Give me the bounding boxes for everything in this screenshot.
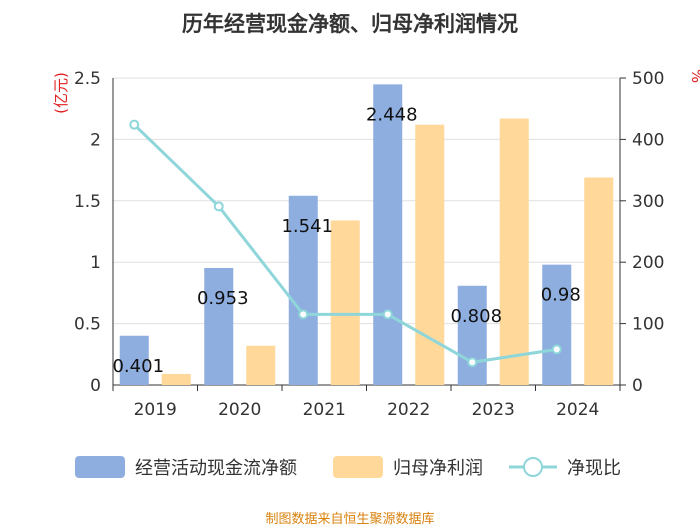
cash-flow-data-label: 0.953 (197, 288, 249, 309)
ratio-point (213, 201, 224, 212)
y-right-tick-label: 300 (632, 192, 664, 212)
bar-net-profit (415, 124, 445, 385)
legend-swatch-net-profit (333, 456, 383, 478)
bar-net-profit (330, 220, 360, 385)
bar-net-profit (246, 345, 276, 385)
bar-net-profit (499, 118, 529, 386)
legend-label-ratio: 净现比 (567, 458, 621, 479)
bar-cash-flow (457, 285, 487, 385)
y-left-tick-label: 2 (90, 130, 101, 150)
ratio-line (133, 123, 557, 364)
cash-flow-data-label: 0.401 (112, 356, 164, 377)
bar-net-profit (584, 177, 614, 385)
y-left-tick-label: 1 (90, 253, 101, 273)
y-right-axis-label: % (688, 69, 700, 83)
ratio-point (298, 309, 309, 320)
legend-swatch-ratio-marker (523, 457, 543, 477)
legend-swatch-cash-flow (75, 456, 125, 478)
chart-title: 历年经营现金净额、归母净利润情况 (182, 12, 518, 36)
x-tick-label: 2022 (387, 400, 430, 420)
bar-cash-flow (119, 335, 149, 385)
y-right-tick-label: 0 (632, 376, 643, 396)
legend-label-cash-flow: 经营活动现金流净额 (135, 458, 297, 479)
x-tick-label: 2020 (218, 400, 261, 420)
y-left-tick-label: 0 (90, 376, 101, 396)
bar-cash-flow (204, 267, 234, 385)
bar-net-profit (161, 373, 191, 385)
y-left-axis-label: (亿元) (52, 72, 70, 114)
x-tick-label: 2023 (472, 400, 515, 420)
y-right-tick-label: 400 (632, 130, 664, 150)
y-right-tick-label: 200 (632, 253, 664, 273)
bar-cash-flow (288, 195, 318, 385)
source-note: 制图数据来自恒生聚源数据库 (265, 512, 435, 527)
cash-flow-data-label: 1.541 (281, 216, 333, 237)
x-tick-label: 2019 (134, 400, 177, 420)
bar-cash-flow (542, 264, 572, 385)
y-right-tick-label: 500 (632, 69, 664, 89)
ratio-point (551, 344, 562, 355)
cash-flow-data-label: 0.98 (541, 285, 581, 306)
y-left-tick-label: 0.5 (74, 315, 101, 335)
x-tick-label: 2024 (556, 400, 599, 420)
y-right-tick-label: 100 (632, 315, 664, 335)
x-tick-label: 2021 (303, 400, 346, 420)
legend-label-net-profit: 归母净利润 (393, 458, 483, 479)
ratio-point (129, 119, 140, 130)
cash-flow-data-label: 2.448 (366, 104, 418, 125)
ratio-point (467, 357, 478, 368)
y-left-tick-label: 2.5 (74, 69, 101, 89)
cash-flow-data-label: 0.808 (450, 306, 502, 327)
y-left-tick-label: 1.5 (74, 192, 101, 212)
ratio-point (382, 309, 393, 320)
bar-cash-flow (373, 84, 403, 386)
